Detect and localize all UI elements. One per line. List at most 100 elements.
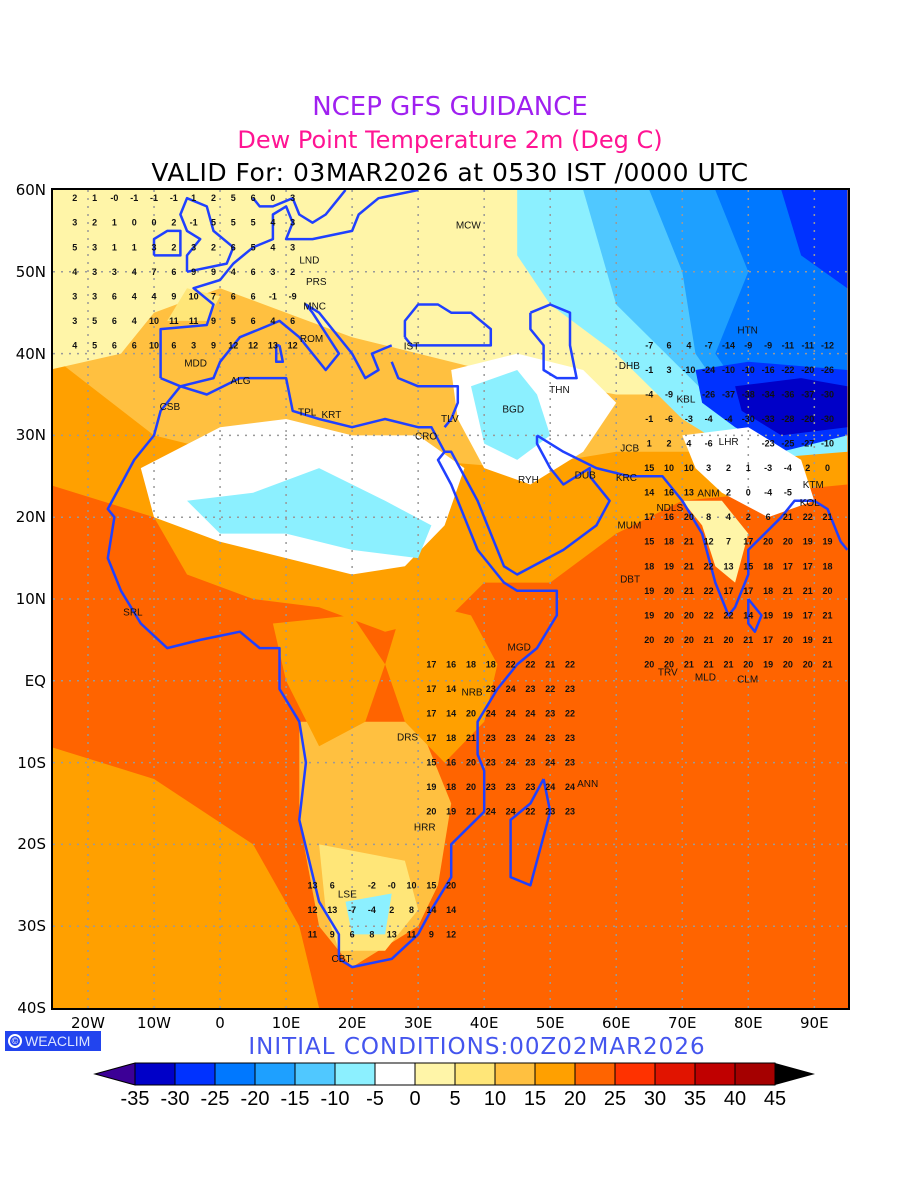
grid-value: 24 <box>545 758 555 768</box>
grid-value: 22 <box>704 610 714 620</box>
grid-value: -22 <box>781 365 794 375</box>
colorbar-swatch <box>374 1062 416 1086</box>
grid-value: 2 <box>211 193 216 203</box>
shaded-region <box>345 893 392 935</box>
grid-value: -11 <box>801 340 814 350</box>
grid-value: -11 <box>782 340 795 350</box>
city-label: NRB <box>461 687 482 698</box>
grid-value: 13 <box>268 340 278 350</box>
grid-value: -4 <box>705 414 713 424</box>
grid-value: 18 <box>446 782 456 792</box>
colorbar-swatch <box>294 1062 336 1086</box>
grid-value: 6 <box>251 291 256 301</box>
shaded-region <box>735 378 848 436</box>
grid-value: 18 <box>466 659 476 669</box>
colorbar-label: 30 <box>643 1088 667 1110</box>
grid-value: 14 <box>644 488 654 498</box>
grid-value: 19 <box>803 537 813 547</box>
city-label: NDLS <box>656 503 683 514</box>
shaded-region <box>385 599 498 763</box>
grid-value: 10 <box>664 463 674 473</box>
city-label: MNC <box>303 301 326 312</box>
grid-value: 21 <box>783 512 793 522</box>
grid-value: 3 <box>112 267 117 277</box>
grid-value: 11 <box>308 929 318 939</box>
grid-value: 24 <box>525 709 535 719</box>
lon-tick-label: 90E <box>800 1014 829 1032</box>
grid-value: 20 <box>466 758 476 768</box>
grid-value: 8 <box>409 905 414 915</box>
lon-tick-label: 80E <box>733 1014 763 1032</box>
grid-value: 20 <box>803 659 813 669</box>
city-label: MLD <box>695 672 716 683</box>
grid-value: 4 <box>132 316 137 326</box>
city-label: CBT <box>332 954 352 965</box>
grid-value: 19 <box>763 659 773 669</box>
city-label: HRR <box>414 822 436 833</box>
colorbar-swatch <box>334 1062 376 1086</box>
grid-value: 23 <box>486 684 496 694</box>
grid-value: 21 <box>684 659 694 669</box>
grid-value: 24 <box>506 758 516 768</box>
grid-value: 8 <box>369 929 374 939</box>
colorbar-over-arrow <box>775 1063 815 1085</box>
grid-value: 19 <box>763 610 773 620</box>
city-label: TLV <box>441 414 459 425</box>
grid-value: -33 <box>762 414 775 424</box>
grid-value: 5 <box>231 193 236 203</box>
city-label: JCB <box>620 444 639 455</box>
grid-value: 17 <box>426 733 436 743</box>
grid-value: 5 <box>231 316 236 326</box>
lat-tick-label: 30N <box>15 426 46 445</box>
grid-value: 2 <box>211 242 216 252</box>
grid-value: 14 <box>446 709 456 719</box>
grid-value: 4 <box>686 439 691 449</box>
grid-value: 15 <box>743 561 753 571</box>
grid-value: 21 <box>545 659 555 669</box>
grid-value: -1 <box>645 414 653 424</box>
grid-value: 20 <box>723 635 733 645</box>
grid-value: 24 <box>486 807 496 817</box>
grid-value: 20 <box>644 659 654 669</box>
grid-value: 20 <box>664 610 674 620</box>
colorbar-label: 15 <box>523 1088 547 1110</box>
grid-value: 16 <box>664 512 674 522</box>
grid-value: 5 <box>92 316 97 326</box>
lat-tick-label: 10S <box>17 753 46 772</box>
grid-value: 21 <box>823 512 833 522</box>
grid-value: -3 <box>764 463 772 473</box>
grid-value: 21 <box>684 586 694 596</box>
grid-value: 4 <box>726 512 731 522</box>
grid-value: 2 <box>72 193 77 203</box>
grid-value: 2 <box>746 512 751 522</box>
city-label: LSE <box>338 889 357 900</box>
grid-value: 6 <box>251 316 256 326</box>
grid-value: 0 <box>825 463 830 473</box>
grid-value: 4 <box>152 291 157 301</box>
grid-value: 2 <box>805 463 810 473</box>
grid-value: 11 <box>407 929 417 939</box>
grid-value: -37 <box>801 390 814 400</box>
grid-value: 24 <box>506 709 516 719</box>
grid-value: 11 <box>189 316 199 326</box>
city-label: ANM <box>697 489 719 500</box>
grid-value: 9 <box>171 291 176 301</box>
grid-value: 23 <box>565 684 575 694</box>
grid-value: 15 <box>644 463 654 473</box>
grid-value: -37 <box>722 390 735 400</box>
shaded-region <box>187 468 432 559</box>
city-label: THN <box>549 385 570 396</box>
weaclim-logo: © WEACLIM <box>5 1031 101 1051</box>
city-label: DBT <box>620 575 640 586</box>
grid-value: -25 <box>781 439 794 449</box>
grid-value: 12 <box>704 537 714 547</box>
lon-tick-label: 30E <box>403 1014 433 1032</box>
city-label: LND <box>299 256 319 267</box>
coastline <box>152 229 182 257</box>
grid-value: 9 <box>429 929 434 939</box>
grid-value: 2 <box>726 463 731 473</box>
coastline <box>536 434 848 617</box>
city-label: MDD <box>184 358 207 369</box>
grid-value: 4 <box>270 218 275 228</box>
grid-value: 19 <box>823 537 833 547</box>
